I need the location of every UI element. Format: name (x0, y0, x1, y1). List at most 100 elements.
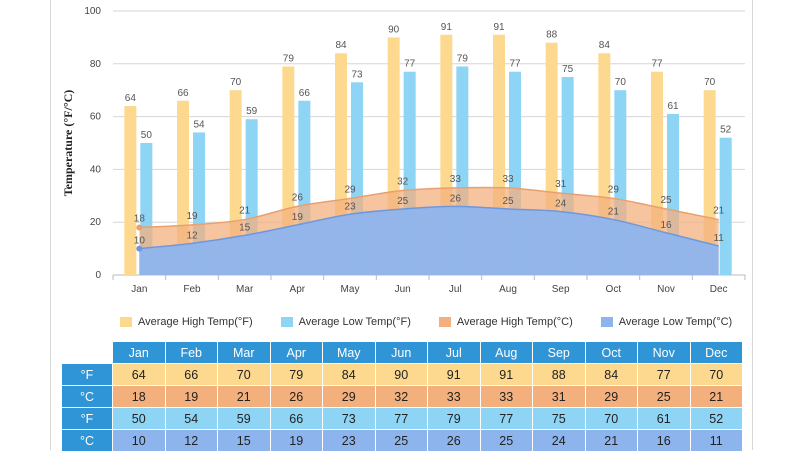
table-cell: 26 (270, 386, 323, 408)
table-cell: 59 (218, 408, 271, 430)
table-cell: 77 (480, 408, 533, 430)
label-low-c: 19 (292, 212, 304, 223)
table-header-row: Jan Feb Mar Apr May Jun Jul Aug Sep Oct … (62, 342, 743, 364)
x-tick-label: Aug (499, 284, 517, 295)
label-low-c: 10 (134, 236, 146, 247)
table-cell: 25 (375, 430, 428, 452)
month-header: Jun (375, 342, 428, 364)
label-low-c: 16 (660, 220, 672, 231)
area-low-c (139, 206, 719, 275)
table-cell: 70 (585, 408, 638, 430)
label-low-c: 11 (713, 233, 724, 244)
label-low-c: 23 (344, 201, 356, 212)
chart-frame (50, 0, 753, 450)
table-cell: 31 (533, 386, 586, 408)
month-header: Oct (585, 342, 638, 364)
table-cell: 11 (690, 430, 743, 452)
label-low-c: 24 (555, 199, 567, 210)
label-high-f: 70 (230, 77, 242, 88)
label-high-c: 21 (713, 206, 725, 217)
table-cell: 15 (218, 430, 271, 452)
legend-swatch (438, 317, 451, 327)
label-low-f: 52 (720, 125, 732, 136)
table-corner (62, 342, 113, 364)
table-cell: 61 (638, 408, 691, 430)
table-cell: 18 (113, 386, 166, 408)
table-cell: 84 (323, 364, 376, 386)
label-high-f: 79 (283, 53, 295, 64)
unit-cell: °C (62, 386, 113, 408)
legend-label: Average Low Temp(°C) (618, 316, 733, 328)
x-tick-label: Dec (710, 284, 728, 295)
table-cell: 25 (480, 430, 533, 452)
legend-item-high-c[interactable]: Average High Temp(°C) (438, 316, 573, 328)
month-header: Jul (428, 342, 481, 364)
x-tick-label: Oct (606, 284, 622, 295)
table-cell: 24 (533, 430, 586, 452)
label-low-f: 59 (246, 106, 258, 117)
label-high-f: 66 (177, 88, 189, 99)
label-high-c: 33 (450, 174, 462, 185)
temperature-table: Jan Feb Mar Apr May Jun Jul Aug Sep Oct … (62, 342, 743, 452)
chart-legend: Average High Temp(°F) Average Low Temp(°… (120, 316, 760, 328)
x-tick-label: Apr (290, 284, 306, 295)
table-cell: 54 (165, 408, 218, 430)
label-high-c: 25 (660, 195, 672, 206)
label-low-f: 54 (193, 119, 205, 130)
y-tick-label: 80 (90, 59, 102, 70)
point-high-c (136, 224, 143, 231)
y-tick-label: 20 (90, 217, 102, 228)
label-low-f: 77 (509, 59, 521, 70)
unit-cell: °F (62, 408, 113, 430)
label-high-f: 88 (546, 30, 558, 41)
month-header: Apr (270, 342, 323, 364)
table-cell: 16 (638, 430, 691, 452)
line-low-c (139, 205, 719, 250)
table-cell: 91 (428, 364, 481, 386)
label-low-c: 26 (450, 193, 462, 204)
table-cell: 66 (165, 364, 218, 386)
legend-item-low-c[interactable]: Average Low Temp(°C) (600, 316, 733, 328)
legend-item-low-f[interactable]: Average Low Temp(°F) (280, 316, 411, 328)
table-cell: 19 (270, 430, 323, 452)
label-high-c: 29 (608, 184, 620, 195)
table-cell: 75 (533, 408, 586, 430)
label-low-f: 61 (667, 101, 679, 112)
month-header: Dec (690, 342, 743, 364)
legend-label: Average High Temp(°F) (138, 316, 253, 328)
label-low-c: 21 (608, 207, 620, 218)
y-tick-label: 40 (90, 164, 102, 175)
table-cell: 79 (428, 408, 481, 430)
table-cell: 29 (323, 386, 376, 408)
legend-item-high-f[interactable]: Average High Temp(°F) (120, 316, 253, 328)
label-high-c: 29 (344, 184, 356, 195)
table-cell: 10 (113, 430, 166, 452)
y-tick-label: 0 (95, 270, 101, 281)
label-high-f: 84 (599, 40, 611, 51)
y-tick-label: 100 (84, 6, 101, 17)
low-c-row: °C 10 12 15 19 23 25 26 25 24 21 16 11 (62, 430, 743, 452)
month-header: May (323, 342, 376, 364)
legend-label: Average High Temp(°C) (456, 316, 573, 328)
label-high-c: 19 (186, 211, 198, 222)
label-low-f: 70 (615, 77, 627, 88)
table-cell: 84 (585, 364, 638, 386)
table-cell: 12 (165, 430, 218, 452)
x-tick-label: Feb (183, 284, 201, 295)
unit-cell: °F (62, 364, 113, 386)
label-low-f: 75 (562, 64, 574, 75)
bar-low-f (719, 137, 732, 275)
line-high-c (139, 186, 719, 229)
legend-swatch (280, 317, 293, 327)
label-high-c: 26 (292, 192, 304, 203)
table-cell: 52 (690, 408, 743, 430)
label-high-f: 77 (651, 59, 663, 70)
table-cell: 91 (480, 364, 533, 386)
label-low-f: 79 (457, 53, 469, 64)
table-cell: 32 (375, 386, 428, 408)
label-low-c: 15 (239, 222, 251, 233)
x-tick-label: Jan (131, 284, 147, 295)
label-high-f: 84 (335, 40, 347, 51)
x-tick-label: Nov (657, 284, 675, 295)
table-cell: 73 (323, 408, 376, 430)
